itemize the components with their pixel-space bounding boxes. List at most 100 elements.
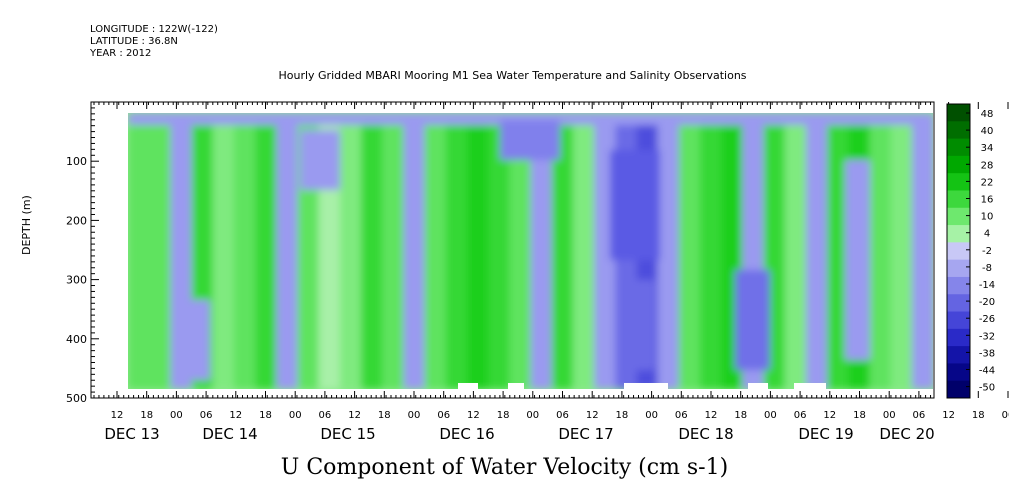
variable-title: U Component of Water Velocity (cm s-1) (280, 455, 729, 480)
y-tick-label: 500 (66, 392, 87, 405)
metadata-block: LONGITUDE : 122W(-122) LATITUDE : 36.8N … (90, 24, 218, 60)
longitude-label: LONGITUDE : 122W(-122) (90, 24, 218, 35)
heatmap-patch (128, 113, 933, 125)
colorbar-segment (947, 207, 970, 226)
heatmap-patch (845, 160, 870, 360)
x-day-label: DEC 20 (879, 425, 934, 443)
heatmap-column (382, 113, 405, 389)
colorbar: 48 40 34 28 22 16 10 4 -2 -8 -14 -20 -26 -32 -38 -44 -50 (946, 103, 995, 399)
x-hour-label: 18 (853, 410, 866, 421)
x-hour-label: 18 (259, 410, 272, 421)
x-hour-label: 00 (764, 410, 777, 421)
colorbar-segment (947, 190, 970, 209)
heatmap-column (445, 113, 468, 389)
heatmap-patch (300, 130, 340, 190)
heatmap-field (128, 113, 933, 389)
colorbar-segment (947, 225, 970, 243)
colorbar-segment (947, 294, 970, 313)
heatmap-column (530, 113, 553, 389)
x-hour-label: 00 (289, 410, 302, 421)
heatmap-patch (735, 270, 770, 370)
x-day-label: DEC 18 (678, 425, 733, 443)
x-hour-label: 18 (616, 410, 629, 421)
x-hour-label: 06 (675, 410, 688, 421)
colorbar-label: -8 (982, 263, 992, 274)
colorbar-label: 40 (981, 126, 994, 137)
x-hour-label: 00 (170, 410, 183, 421)
colorbar-label: -20 (979, 297, 995, 308)
x-day-label: DEC 16 (439, 425, 494, 443)
latitude-label: LATITUDE : 36.8N (90, 36, 178, 47)
x-hour-label: 00 (526, 410, 539, 421)
colorbar-segment (947, 363, 970, 382)
colorbar-label: 34 (981, 143, 994, 154)
colorbar-label: 10 (981, 212, 994, 223)
heatmap-patch (615, 280, 655, 370)
x-hour-label: 12 (348, 410, 361, 421)
x-day-label: DEC 14 (202, 425, 257, 443)
y-tick-label: 300 (66, 274, 87, 287)
colorbar-label: -44 (979, 366, 995, 377)
colorbar-label: -38 (979, 348, 995, 359)
y-axis: 100 200 300 400 500 (66, 107, 99, 405)
colorbar-label: 48 (981, 109, 994, 120)
gap-marker (458, 383, 478, 389)
heatmap-patch (180, 300, 210, 380)
heatmap-column (805, 113, 829, 389)
gap-marker (748, 383, 768, 389)
x-hour-label: 06 (794, 410, 807, 421)
x-day-label: DEC 19 (798, 425, 853, 443)
heatmap-column (128, 113, 151, 389)
colorbar-label: -2 (982, 246, 992, 257)
x-hour-label: 12 (467, 410, 480, 421)
heatmap-column (827, 113, 850, 389)
x-hour-label: 06 (437, 410, 450, 421)
x-hour-label: 06 (556, 410, 569, 421)
heatmap-column (572, 113, 596, 389)
colorbar-segment (947, 346, 970, 364)
colorbar-label: 28 (981, 160, 994, 171)
heatmap-column (699, 113, 723, 389)
heatmap-column (869, 113, 892, 389)
heatmap-patch (500, 120, 560, 160)
x-hour-label: 06 (319, 410, 332, 421)
y-tick-label: 200 (66, 214, 87, 227)
x-hour-label: 00 (883, 410, 896, 421)
x-hour-label: 12 (942, 410, 955, 421)
x-hour-label: 12 (705, 410, 718, 421)
colorbar-segment (947, 138, 970, 157)
heatmap-column (255, 113, 278, 389)
x-hour-label: 18 (734, 410, 747, 421)
colorbar-segment (947, 121, 970, 140)
year-label: YEAR : 2012 (90, 48, 152, 59)
chart-title: Hourly Gridded MBARI Mooring M1 Sea Wate… (278, 69, 747, 82)
colorbar-segment (947, 259, 970, 278)
colorbar-label: -14 (979, 280, 995, 291)
x-hour-label: 18 (140, 410, 153, 421)
colorbar-segment (947, 173, 970, 191)
x-day-label: DEC 13 (104, 425, 159, 443)
heatmap-column (276, 113, 299, 389)
colorbar-label: 16 (981, 195, 994, 206)
y-tick-label: 400 (66, 333, 87, 346)
colorbar-segment (947, 104, 970, 122)
heatmap-patch (610, 150, 660, 260)
heatmap-column (657, 113, 680, 389)
colorbar-segment (947, 328, 970, 347)
heatmap-column (361, 113, 384, 389)
colorbar-label: 4 (984, 229, 990, 240)
colorbar-segment (947, 276, 970, 295)
heatmap-column (212, 113, 235, 389)
x-hour-label: 06 (200, 410, 213, 421)
x-hour-label: 12 (823, 410, 836, 421)
data-gaps (458, 383, 826, 389)
heatmap-column (403, 113, 426, 389)
x-hour-label: 18 (497, 410, 510, 421)
heatmap-column (488, 113, 511, 389)
x-hour-label: 18 (972, 410, 985, 421)
heatmap-column (678, 113, 701, 389)
colorbar-frame (946, 103, 971, 399)
x-hour-label: 12 (586, 410, 599, 421)
heatmap-column (149, 113, 172, 389)
y-tick-label: 100 (66, 155, 87, 168)
